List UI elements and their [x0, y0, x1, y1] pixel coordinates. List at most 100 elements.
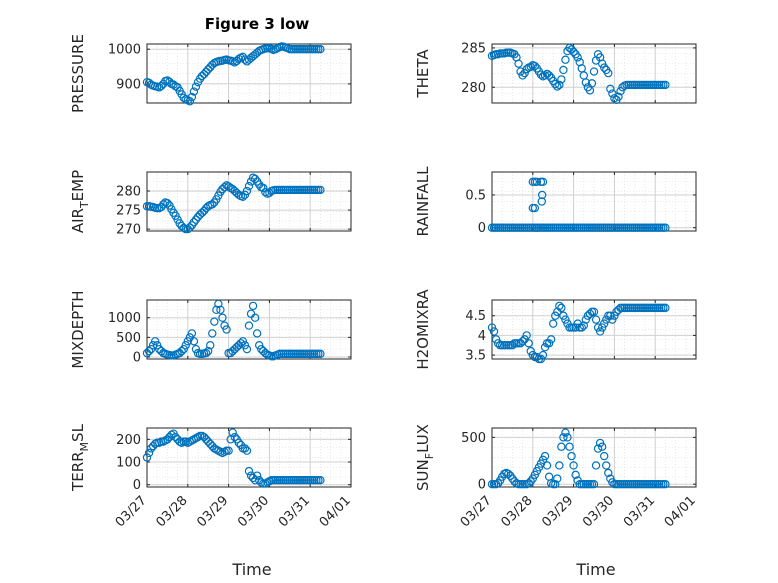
data-point	[565, 442, 574, 451]
data-point	[242, 186, 252, 196]
data-point	[230, 432, 239, 442]
data-point	[606, 84, 615, 94]
data-point	[487, 323, 497, 332]
data-point	[536, 354, 546, 364]
data-point	[148, 341, 158, 350]
data-point	[532, 177, 542, 187]
data-point	[316, 185, 325, 195]
data-point	[551, 311, 560, 320]
data-point	[610, 94, 619, 103]
data-point	[189, 218, 199, 227]
data-point	[142, 453, 152, 462]
data-point	[526, 62, 535, 72]
y-tick-label: 4	[478, 329, 486, 344]
y-tick-label: 275	[116, 204, 141, 219]
data-point	[577, 323, 586, 332]
subplot-terr_msl: 0 100 200 03/27 03/28 03/29 03/30 03/31 04/01 TER…	[69, 423, 354, 530]
data-point	[242, 446, 252, 455]
data-point	[248, 301, 258, 311]
data-point	[491, 335, 501, 344]
x-tick-label: 03/28	[154, 493, 191, 530]
data-point	[581, 315, 591, 324]
data-point	[555, 301, 564, 311]
data-point	[587, 79, 597, 88]
axes-box	[146, 427, 352, 488]
data-point	[489, 327, 499, 336]
data-point	[585, 309, 595, 318]
data-point	[261, 187, 270, 197]
data-point	[222, 325, 231, 334]
y-axis-label: THETA	[414, 49, 432, 99]
y-tick-label: 0	[478, 478, 486, 493]
data-point	[316, 475, 325, 485]
data-point	[157, 81, 166, 91]
x-tick-label: 03/27	[458, 493, 495, 530]
data-point	[589, 67, 599, 76]
data-point	[555, 461, 564, 470]
data-point	[252, 329, 262, 338]
subplot-rainfall: 0 0.5 RAINFALL	[414, 166, 697, 237]
y-axis-label: RAINFALL	[414, 166, 432, 237]
data-point	[244, 321, 254, 330]
data-point	[616, 86, 625, 96]
data-point	[144, 346, 154, 356]
y-tick-label: 100	[116, 456, 141, 471]
data-point	[597, 59, 607, 68]
data-point	[544, 71, 554, 80]
data-point	[316, 349, 325, 359]
data-point	[597, 323, 607, 332]
x-tick-label: 04/01	[662, 493, 699, 530]
data-point	[600, 63, 609, 72]
data-point	[567, 45, 576, 54]
data-point	[546, 335, 556, 344]
axes-box	[146, 171, 352, 232]
data-point	[242, 344, 252, 354]
data-point	[551, 479, 560, 489]
data-point	[537, 197, 546, 206]
data-point	[530, 203, 540, 213]
data-point	[606, 311, 615, 320]
data-point	[150, 337, 160, 346]
data-point	[220, 321, 229, 330]
data-point	[152, 341, 162, 350]
data-point	[191, 215, 201, 224]
axes-box	[491, 299, 697, 360]
data-point	[542, 461, 552, 470]
data-point	[530, 61, 540, 71]
subplot-sun_flux: 0 500 03/27 03/28 03/29 03/30 03/31 04/01 SUNFLU…	[414, 424, 699, 530]
data-point	[185, 223, 195, 232]
data-point	[228, 428, 237, 437]
y-tick-label: 0	[478, 221, 486, 236]
data-point	[597, 442, 607, 451]
data-point	[571, 323, 580, 332]
axes-box	[146, 43, 352, 104]
data-point	[610, 311, 619, 320]
data-point	[210, 317, 219, 326]
data-point	[557, 303, 566, 313]
axes-box	[146, 299, 352, 360]
y-axis-label: TERRMSL	[69, 423, 91, 492]
subplot-mixdepth: 0 500 1000 MIXDEPTH	[69, 290, 352, 369]
data-point	[571, 470, 580, 480]
data-point	[189, 337, 199, 346]
data-point	[577, 64, 586, 73]
data-point	[549, 319, 558, 328]
data-point	[246, 309, 256, 318]
x-axis-label-right: Time	[575, 560, 615, 579]
x-tick-label: 03/30	[580, 493, 617, 530]
data-point	[250, 174, 260, 184]
data-point	[602, 461, 611, 470]
subplot-pressure: 900 1000 PRESSURE	[69, 34, 352, 113]
data-point	[532, 223, 542, 232]
data-point	[553, 82, 562, 91]
y-tick-label: 285	[461, 41, 486, 56]
data-point	[244, 181, 254, 191]
data-point	[199, 69, 209, 79]
y-tick-label: 500	[116, 331, 141, 346]
data-point	[544, 339, 554, 348]
data-point	[144, 448, 154, 458]
data-point	[236, 339, 246, 348]
data-point	[553, 474, 562, 483]
data-point	[238, 337, 248, 346]
